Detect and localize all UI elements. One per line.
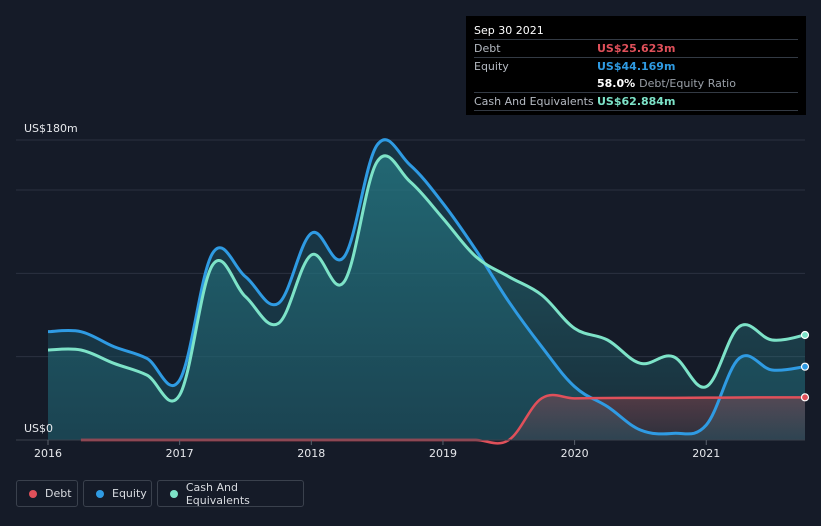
x-tick-label: 2016 xyxy=(34,447,62,460)
tooltip-debt-label: Debt xyxy=(474,42,501,55)
tooltip-equity-label: Equity xyxy=(474,60,509,73)
cash-line xyxy=(47,154,806,403)
debt-dot-icon xyxy=(29,489,37,498)
x-tick-label: 2019 xyxy=(429,447,457,460)
tooltip-date: Sep 30 2021 xyxy=(474,24,544,37)
tooltip: Sep 30 2021 Debt US$25.623m Equity US$44… xyxy=(466,16,806,115)
legend-cash-label: Cash And Equivalents xyxy=(185,480,250,507)
cash-area xyxy=(48,155,805,441)
debt-area xyxy=(80,395,806,444)
y-axis-top-label: US$180m xyxy=(24,122,78,135)
tooltip-debt-row: Debt US$25.623m xyxy=(474,39,798,57)
tooltip-ratio-row: 58.0% Debt/Equity Ratio xyxy=(474,75,798,92)
debt-end-marker xyxy=(800,393,810,402)
x-tick-label: 2017 xyxy=(166,447,194,460)
tooltip-debt-value: US$25.623m xyxy=(597,42,676,55)
equity-end-marker xyxy=(800,362,810,371)
equity-dot-icon xyxy=(96,489,104,498)
cash-dot-icon xyxy=(170,489,178,498)
tooltip-cash-value: US$62.884m xyxy=(597,95,676,108)
tooltip-equity-row: Equity US$44.169m xyxy=(474,57,798,75)
cash-end-marker xyxy=(800,330,810,340)
x-tick-label: 2018 xyxy=(297,447,325,460)
legend-cash[interactable]: Cash And Equivalents xyxy=(157,480,304,507)
tooltip-equity-value: US$44.169m xyxy=(597,60,676,73)
tooltip-cash-row: Cash And Equivalents US$62.884m xyxy=(474,92,798,111)
x-tick-label: 2020 xyxy=(561,447,589,460)
x-axis-ticks: 2016 2017 2018 2019 2020 2021 xyxy=(34,440,720,460)
tooltip-ratio-value: 58.0% xyxy=(597,77,636,90)
equity-line xyxy=(47,138,806,436)
tooltip-cash-label: Cash And Equivalents xyxy=(474,95,594,108)
tooltip-ratio-label: Debt/Equity Ratio xyxy=(639,77,736,90)
y-axis-bottom-label: US$0 xyxy=(24,422,53,435)
legend-debt[interactable]: Debt xyxy=(16,480,78,507)
legend-debt-label: Debt xyxy=(45,487,72,500)
legend-equity-label: Equity xyxy=(112,487,147,500)
legend-equity[interactable]: Equity xyxy=(83,480,152,507)
x-tick-label: 2021 xyxy=(692,447,720,460)
